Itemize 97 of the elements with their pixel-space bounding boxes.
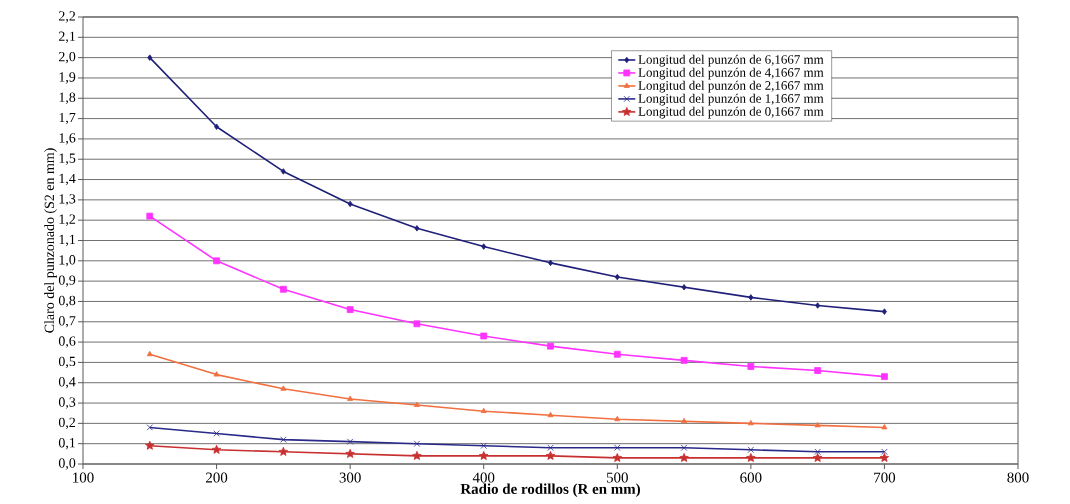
point [545, 450, 556, 460]
point [346, 306, 354, 313]
x-tick-label: 200 [206, 472, 228, 483]
y-tick-label: 0,1 [58, 437, 75, 450]
point [879, 453, 890, 462]
y-tick-label: 1,2 [59, 214, 76, 226]
point [345, 448, 355, 458]
point [812, 453, 823, 462]
point [481, 243, 487, 250]
y-tick-label: 1,5 [59, 153, 76, 165]
point [146, 424, 154, 431]
point [814, 367, 822, 374]
point [280, 436, 287, 443]
point [147, 54, 153, 61]
point [612, 453, 622, 462]
y-tick-label: 0,2 [58, 417, 76, 430]
y-tick-label: 0,0 [58, 458, 76, 470]
point [881, 448, 888, 456]
point [480, 407, 487, 414]
point [680, 356, 688, 364]
legend-label: Longitud del punzón de 0,1667 mm [638, 106, 824, 119]
point [547, 342, 554, 350]
y-tick-label: 1,7 [59, 112, 76, 125]
point [814, 448, 821, 456]
y-tick-label: 0,7 [58, 316, 76, 328]
y-tick-label: 0,8 [58, 295, 76, 308]
point [681, 417, 688, 424]
y-tick-label: 1,6 [59, 133, 76, 145]
point [279, 285, 287, 293]
point [614, 415, 621, 422]
x-tick-label: 700 [874, 472, 896, 483]
y-tick-label: 2,0 [58, 51, 76, 64]
point [613, 350, 621, 358]
point [679, 453, 689, 462]
point [346, 438, 354, 445]
y-tick-label: 2,1 [58, 31, 75, 43]
point [479, 450, 489, 460]
x-tick-label: 100 [73, 472, 94, 483]
y-tick-label: 0,5 [58, 356, 76, 369]
point [814, 422, 821, 428]
point [547, 411, 554, 418]
point [881, 424, 888, 430]
point [881, 373, 888, 381]
point [211, 444, 222, 454]
point [347, 395, 354, 401]
point [280, 385, 287, 391]
point [480, 442, 487, 449]
point [213, 257, 220, 265]
x-tick-label: 500 [606, 472, 628, 483]
point [347, 200, 353, 208]
point [213, 371, 220, 377]
x-axis-title: Radio de rodillos (R en mm) [460, 483, 640, 497]
x-tick-label: 300 [339, 472, 361, 483]
point [681, 284, 687, 291]
point [278, 446, 289, 456]
y-axis-title: Claro del punzonado (S2 en mm) [44, 148, 57, 333]
point [412, 450, 422, 460]
point [680, 444, 688, 451]
point [746, 453, 756, 462]
legend-label: Longitud del punzón de 2,1667 mm [638, 80, 824, 93]
y-tick-label: 0,3 [58, 397, 76, 409]
point [213, 430, 220, 437]
x-tick-label: 400 [472, 472, 495, 483]
point [748, 294, 754, 301]
point [413, 401, 420, 407]
point [747, 419, 754, 426]
y-tick-label: 1,9 [59, 72, 76, 84]
point [547, 444, 554, 451]
y-tick-label: 1,4 [59, 173, 76, 186]
y-tick-label: 1,8 [59, 92, 76, 104]
point [815, 302, 821, 309]
y-tick-label: 0,4 [58, 377, 76, 389]
point [747, 363, 755, 370]
point [146, 350, 153, 357]
y-tick-label: 0,6 [58, 336, 76, 348]
x-tick-label: 600 [740, 472, 762, 483]
y-tick-label: 1,1 [59, 234, 75, 247]
y-tick-label: 2,2 [58, 11, 76, 23]
x-tick-label: 800 [1007, 472, 1029, 483]
point [146, 212, 154, 220]
point [145, 440, 155, 450]
point [413, 320, 421, 328]
point [614, 444, 621, 451]
legend-label: Longitud del punzón de 4,1667 mm [638, 67, 824, 80]
point [614, 273, 620, 281]
y-tick-label: 0,9 [58, 275, 76, 287]
point [480, 332, 488, 340]
y-tick-label: 1,0 [59, 255, 76, 267]
legend-label: Longitud del punzón de 6,1667 mm [638, 54, 824, 67]
point [413, 440, 421, 447]
y-tick-label: 1,3 [59, 194, 76, 206]
point [747, 446, 755, 453]
point [280, 168, 286, 175]
point [214, 123, 220, 130]
point [881, 308, 887, 315]
point [414, 225, 420, 232]
legend-label: Longitud del punzón de 1,1667 mm [638, 93, 824, 106]
